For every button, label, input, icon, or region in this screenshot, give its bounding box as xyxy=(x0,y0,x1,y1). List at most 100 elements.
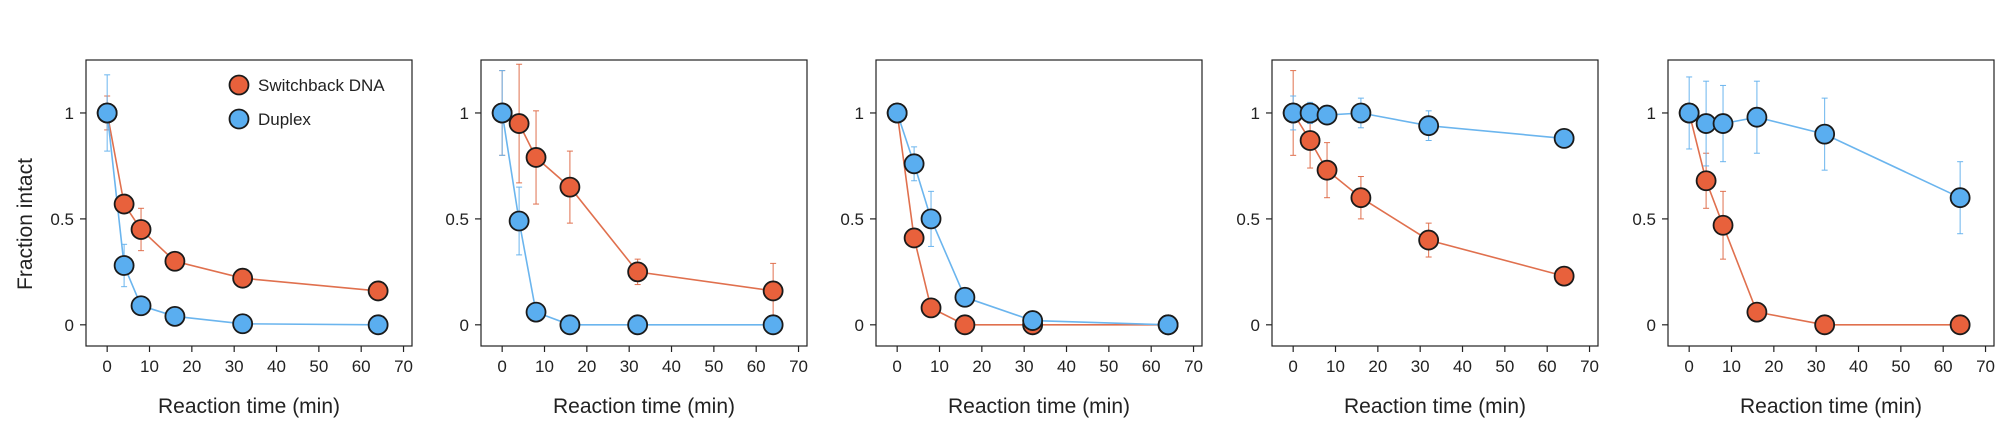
data-point xyxy=(954,286,976,308)
legend-label: Switchback DNA xyxy=(258,76,385,95)
x-tick-label: 0 xyxy=(892,357,901,376)
data-point xyxy=(1350,102,1372,124)
data-point xyxy=(920,297,942,319)
x-tick-label: 50 xyxy=(1891,357,1910,376)
data-point xyxy=(903,227,925,249)
x-axis-title: Reaction time (min) xyxy=(1740,395,1922,418)
x-tick-label: 0 xyxy=(102,357,111,376)
data-point xyxy=(1350,187,1372,209)
plot-frame xyxy=(85,59,413,347)
plot-frame xyxy=(480,59,808,347)
x-tick-label: 10 xyxy=(930,357,949,376)
x-tick-label: 70 xyxy=(1184,357,1203,376)
data-point xyxy=(525,147,547,168)
data-point xyxy=(1022,310,1044,331)
legend-marker xyxy=(228,108,250,130)
data-point xyxy=(1299,102,1321,124)
x-tick-label: 50 xyxy=(309,357,328,376)
x-tick-label: 70 xyxy=(789,357,808,376)
plot-frame xyxy=(1271,59,1599,347)
x-tick-label: 70 xyxy=(394,357,413,376)
data-point xyxy=(1316,104,1338,126)
y-tick-label: 0.5 xyxy=(445,210,469,229)
y-tick-label: 0 xyxy=(1251,316,1260,335)
y-tick-label: 1 xyxy=(1647,104,1656,123)
data-point xyxy=(164,250,186,272)
data-point xyxy=(232,267,254,289)
x-tick-label: 70 xyxy=(1976,357,1995,376)
x-tick-label: 60 xyxy=(352,357,371,376)
x-tick-label: 60 xyxy=(1538,357,1557,376)
x-tick-label: 40 xyxy=(1849,357,1868,376)
data-point xyxy=(1678,102,1700,124)
data-point xyxy=(508,113,530,134)
data-point xyxy=(130,295,152,317)
data-point xyxy=(1418,229,1440,251)
data-point xyxy=(1746,106,1768,128)
y-tick-label: 0 xyxy=(1647,316,1656,335)
x-tick-label: 50 xyxy=(1099,357,1118,376)
data-point xyxy=(525,301,547,323)
x-tick-label: 60 xyxy=(747,357,766,376)
data-point xyxy=(1949,187,1971,209)
x-tick-label: 20 xyxy=(1764,357,1783,376)
data-point xyxy=(1814,123,1836,145)
data-point xyxy=(559,314,581,336)
x-tick-label: 10 xyxy=(535,357,554,376)
x-tick-label: 0 xyxy=(1288,357,1297,376)
x-tick-label: 20 xyxy=(182,357,201,376)
y-tick-label: 1 xyxy=(855,104,864,123)
data-point xyxy=(762,314,784,336)
data-point xyxy=(627,261,649,283)
series-line xyxy=(106,112,379,292)
data-point xyxy=(1553,127,1575,149)
y-tick-label: 1 xyxy=(65,104,74,123)
x-tick-label: 30 xyxy=(1015,357,1034,376)
data-point xyxy=(886,102,908,124)
data-point xyxy=(1553,265,1575,287)
data-point xyxy=(1299,130,1321,151)
data-point xyxy=(1712,214,1734,236)
data-point xyxy=(762,280,784,302)
x-tick-label: 30 xyxy=(1807,357,1826,376)
x-tick-label: 60 xyxy=(1934,357,1953,376)
y-axis-title: Fraction intact xyxy=(14,158,37,290)
data-point xyxy=(1316,159,1338,181)
x-tick-label: 40 xyxy=(267,357,286,376)
x-tick-label: 30 xyxy=(1411,357,1430,376)
series-line xyxy=(106,112,379,326)
data-point xyxy=(1746,301,1768,323)
x-tick-label: 30 xyxy=(225,357,244,376)
legend: Switchback DNA Duplex xyxy=(228,74,385,130)
data-point xyxy=(113,255,135,276)
x-tick-label: 10 xyxy=(1722,357,1741,376)
x-tick-label: 0 xyxy=(497,357,506,376)
x-tick-label: 50 xyxy=(1495,357,1514,376)
data-point xyxy=(1418,115,1440,137)
y-tick-label: 0.5 xyxy=(1236,210,1260,229)
data-point xyxy=(1157,314,1179,336)
data-point xyxy=(1695,170,1717,192)
y-tick-label: 0 xyxy=(460,316,469,335)
x-tick-label: 20 xyxy=(972,357,991,376)
x-tick-label: 60 xyxy=(1142,357,1161,376)
series-line xyxy=(1688,112,1961,326)
data-point xyxy=(954,314,976,336)
x-tick-label: 40 xyxy=(1057,357,1076,376)
data-point xyxy=(130,219,152,240)
data-point xyxy=(491,102,513,124)
data-point xyxy=(508,210,530,232)
data-point xyxy=(1949,314,1971,336)
series-line xyxy=(896,112,1169,326)
x-tick-label: 40 xyxy=(1453,357,1472,376)
x-tick-label: 40 xyxy=(662,357,681,376)
data-point xyxy=(903,153,925,175)
plot-frame xyxy=(875,59,1203,347)
y-tick-label: 0.5 xyxy=(840,210,864,229)
